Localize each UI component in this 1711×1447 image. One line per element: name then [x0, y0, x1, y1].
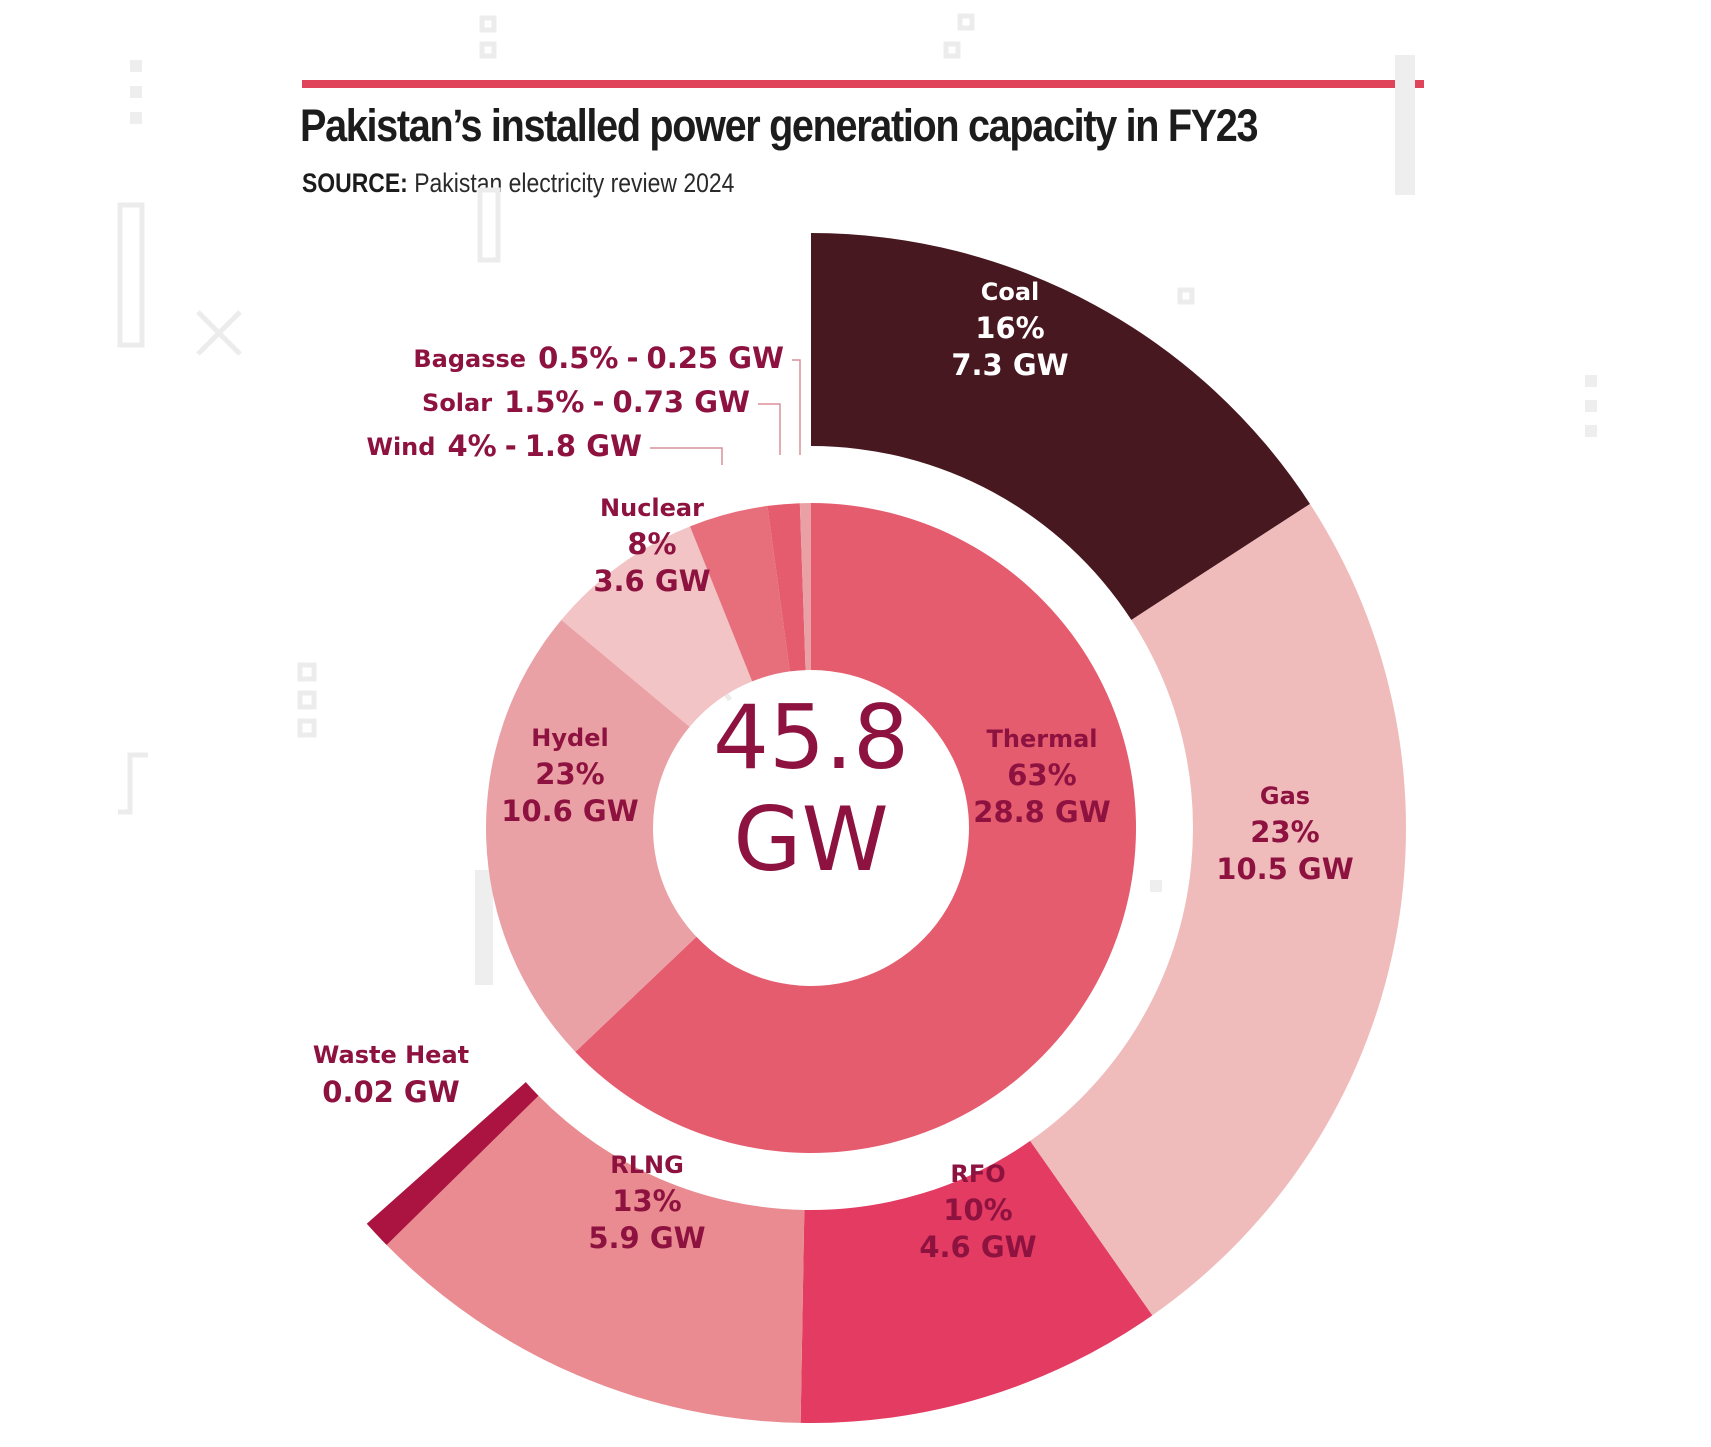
source-label: SOURCE: — [302, 168, 408, 198]
label-waste-heat-capacity: 0.02 GW — [322, 1075, 459, 1109]
label-rfo-percent: 10% — [943, 1193, 1012, 1227]
outer-ring — [366, 233, 1406, 1423]
inner-ring — [486, 503, 1137, 1153]
label-bagasse-name: Bagasse — [413, 345, 526, 373]
label-gas-name: Gas — [1260, 782, 1310, 810]
source-text: Pakistan electricity review 2024 — [414, 168, 735, 198]
outer-slice-rfo — [800, 1140, 1153, 1423]
label-wind-separator: - — [505, 429, 517, 463]
leader-lines — [650, 359, 801, 465]
leader-line-bagasse — [792, 359, 801, 455]
label-solar-capacity: 0.73 GW — [613, 385, 750, 419]
label-wind-capacity: 1.8 GW — [525, 429, 642, 463]
chart-source: SOURCE: Pakistan electricity review 2024 — [302, 168, 734, 199]
label-rfo-capacity: 4.6 GW — [919, 1230, 1036, 1264]
outer-slice-coal — [811, 233, 1311, 620]
label-coal-capacity: 7.3 GW — [951, 348, 1068, 382]
label-rlng-name: RLNG — [610, 1151, 684, 1179]
inner-slice-solar — [767, 503, 806, 672]
label-thermal-name: Thermal — [987, 725, 1098, 753]
leader-line-wind — [650, 447, 723, 465]
label-coal-name: Coal — [981, 278, 1040, 306]
label-nuclear-capacity: 3.6 GW — [593, 564, 710, 598]
label-bagasse-separator: - — [627, 341, 639, 375]
accent-rule — [302, 80, 1424, 88]
label-rlng-percent: 13% — [612, 1184, 681, 1218]
label-solar-name: Solar — [422, 389, 492, 417]
inner-slice-wind — [689, 505, 790, 682]
label-hydel-name: Hydel — [531, 724, 608, 752]
label-nuclear-name: Nuclear — [600, 494, 704, 522]
label-gas-capacity: 10.5 GW — [1216, 852, 1353, 886]
label-solar-separator: - — [593, 385, 605, 419]
label-bagasse-percent: 0.5% — [538, 341, 618, 375]
inner-slice-bagasse — [799, 503, 811, 671]
outer-slice-waste-heat — [366, 1082, 539, 1246]
label-nuclear-percent: 8% — [627, 527, 676, 561]
label-wind-name: Wind — [366, 433, 435, 461]
label-hydel-capacity: 10.6 GW — [501, 794, 638, 828]
label-thermal-capacity: 28.8 GW — [973, 795, 1110, 829]
label-solar-percent: 1.5% — [504, 385, 584, 419]
label-bagasse-capacity: 0.25 GW — [647, 341, 784, 375]
label-hydel-percent: 23% — [535, 757, 604, 791]
center-total-value: 45.8 — [713, 686, 909, 789]
label-coal-percent: 16% — [975, 311, 1044, 345]
label-gas-percent: 23% — [1250, 815, 1319, 849]
label-rfo-name: RFO — [950, 1160, 1005, 1188]
label-wind-percent: 4% — [447, 429, 496, 463]
outer-slice-rlng — [386, 1095, 805, 1423]
inner-slice-hydel — [486, 619, 697, 1052]
label-thermal-percent: 63% — [1007, 758, 1076, 792]
inner-slice-nuclear — [561, 526, 753, 727]
inner-slice-thermal — [575, 503, 1137, 1153]
label-waste-heat-name: Waste Heat — [313, 1041, 469, 1069]
center-total-unit: GW — [733, 788, 888, 891]
chart-title: Pakistan’s installed power generation ca… — [300, 100, 1259, 151]
leader-line-solar — [758, 403, 781, 455]
outer-slice-gas — [1030, 503, 1406, 1316]
label-rlng-capacity: 5.9 GW — [588, 1221, 705, 1255]
center-total: 45.8 GW — [713, 686, 909, 891]
